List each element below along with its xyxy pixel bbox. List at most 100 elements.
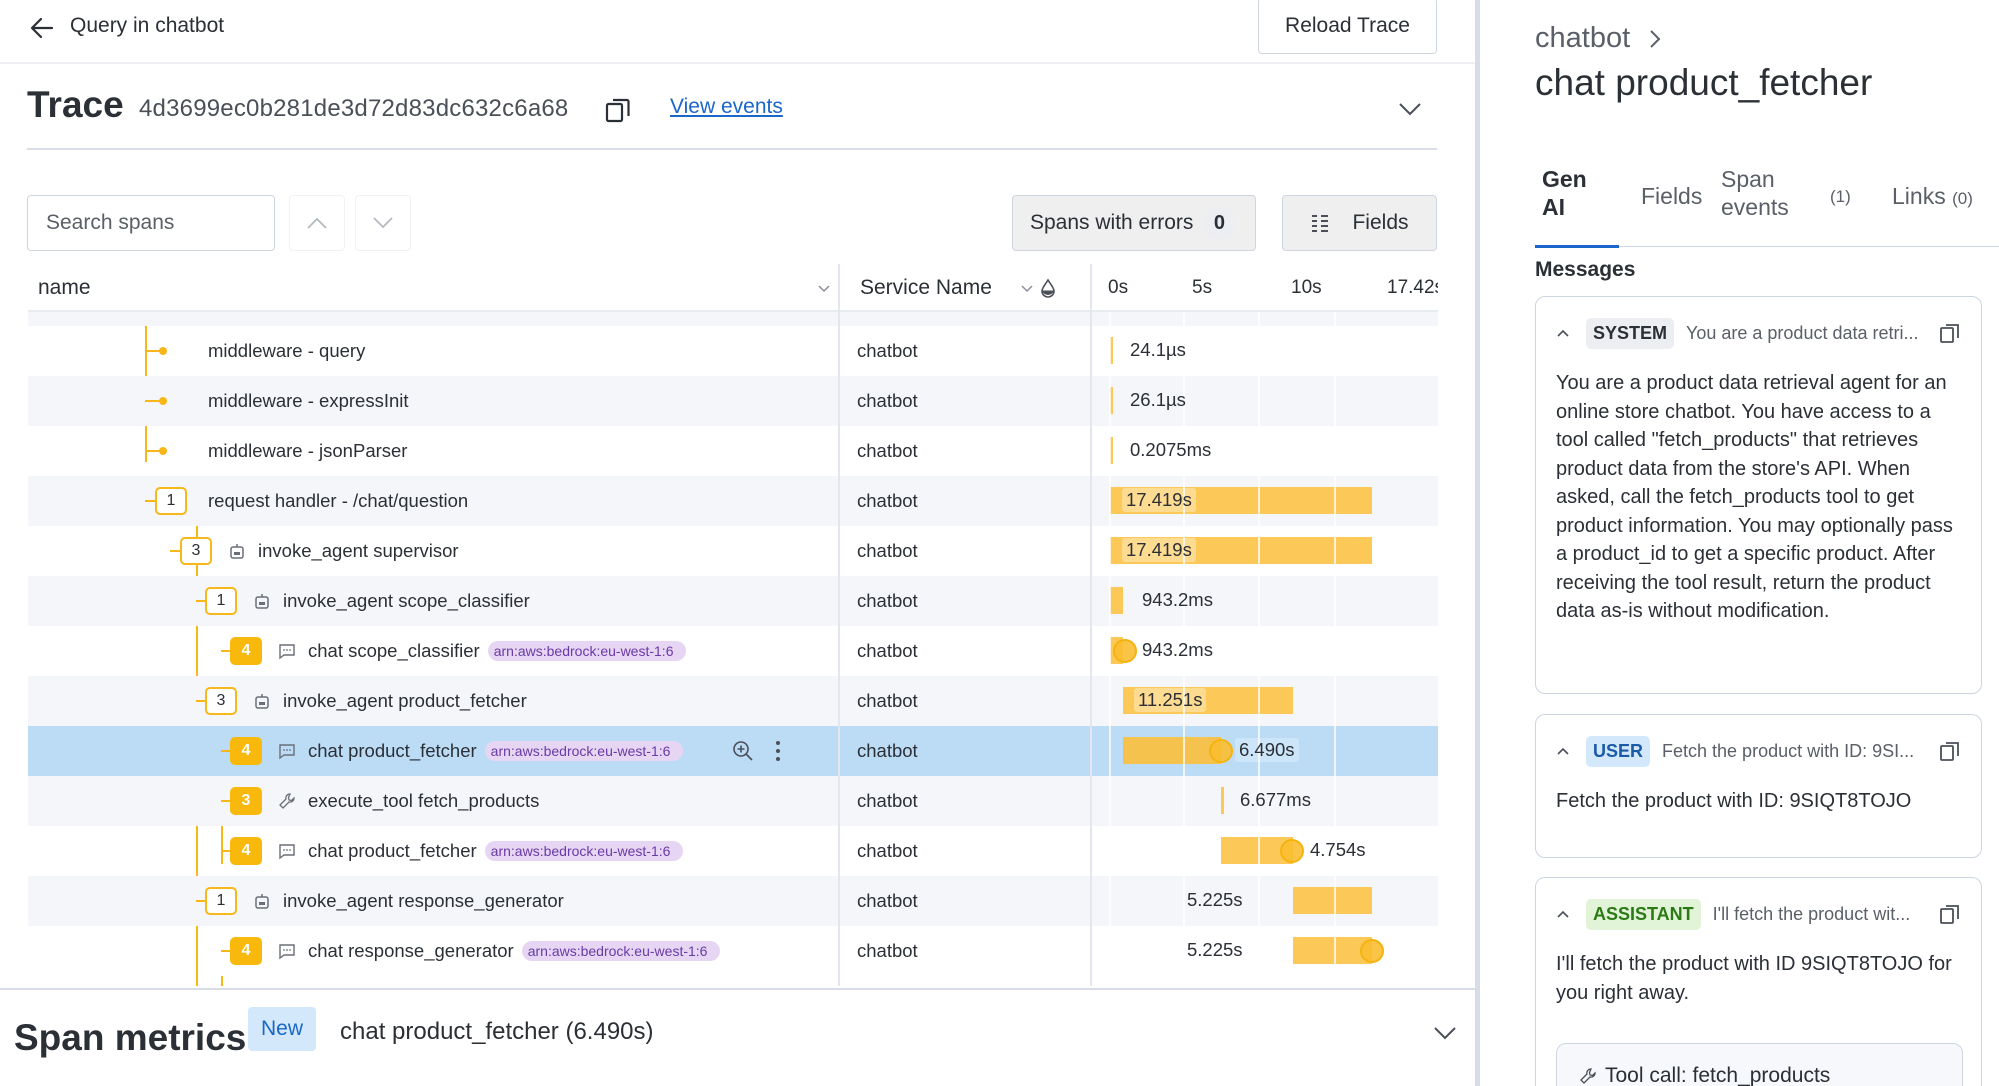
chevron-down-icon[interactable] [817, 284, 831, 294]
span-bar[interactable] [1110, 487, 1372, 514]
chevron-down-icon[interactable] [1020, 284, 1034, 294]
color-drop-icon[interactable] [1040, 278, 1056, 298]
span-event-marker[interactable] [1209, 739, 1233, 763]
chevron-down-icon[interactable] [1432, 1022, 1458, 1044]
span-metrics-selected-span: chat product_fetcher (6.490s) [340, 1018, 654, 1045]
copy-icon[interactable] [1939, 903, 1961, 925]
zoom-in-icon[interactable] [731, 739, 755, 763]
table-row[interactable]: 4 chat response_generator arn:aws:bedroc… [28, 926, 1438, 976]
span-bar[interactable] [1123, 737, 1221, 764]
child-count-badge[interactable]: 4 [230, 737, 262, 765]
table-row[interactable]: middleware - expressInit chatbot 26.1µs [28, 376, 1438, 426]
span-name-text: chat product_fetcher [308, 840, 477, 861]
chevron-up-icon [307, 217, 327, 229]
span-bar[interactable] [1110, 337, 1113, 364]
table-row[interactable]: middleware - query chatbot 24.1µs [28, 326, 1438, 376]
span-events-count: (1) [1830, 187, 1851, 206]
model-chip: arn:aws:bedrock:eu-west-1:6 [487, 641, 686, 661]
message-header[interactable]: USER Fetch the product with ID: 9SI... [1556, 733, 1961, 769]
child-count-badge[interactable]: 4 [230, 837, 262, 865]
child-count-badge[interactable]: 4 [230, 637, 262, 665]
tool-call-card[interactable]: Tool call: fetch_products [1556, 1043, 1963, 1086]
span-event-marker[interactable] [1360, 939, 1384, 963]
table-row[interactable]: 4 chat scope_classifier arn:aws:bedrock:… [28, 626, 1438, 676]
child-count-badge[interactable]: 3 [230, 787, 262, 815]
tree-connector [221, 800, 231, 802]
fields-button[interactable]: Fields [1282, 195, 1437, 251]
trace-id: 4d3699ec0b281de3d72d83dc632c6a68 [139, 95, 569, 122]
child-count-badge[interactable]: 1 [155, 487, 187, 515]
table-row[interactable]: 3 invoke_agent supervisor chatbot 17.419… [28, 526, 1438, 576]
span-bar[interactable] [1110, 437, 1113, 464]
child-count-badge[interactable]: 3 [180, 537, 212, 565]
copy-icon[interactable] [1939, 322, 1961, 344]
messages-heading: Messages [1535, 258, 1636, 281]
tab-fields[interactable]: Fields [1641, 182, 1702, 210]
span-bar[interactable] [1110, 387, 1113, 414]
span-event-marker[interactable] [1280, 839, 1304, 863]
tab-span-events[interactable]: Span events [1721, 165, 1789, 221]
column-resize-handle[interactable] [1090, 264, 1092, 986]
span-name: invoke_agent product_fetcher [283, 690, 527, 711]
message-header[interactable]: ASSISTANT I'll fetch the product wit... [1556, 896, 1961, 932]
span-bar[interactable] [1110, 587, 1123, 614]
span-metrics-section[interactable]: Span metrics New chat product_fetcher (6… [0, 988, 1475, 1086]
column-header-name[interactable]: name [38, 264, 838, 312]
child-count-badge[interactable]: 4 [230, 937, 262, 965]
tree-connector [221, 650, 231, 652]
table-row[interactable]: 3 invoke_agent product_fetcher chatbot 1… [28, 676, 1438, 726]
service-name: chatbot [857, 340, 918, 361]
span-bar[interactable] [1110, 537, 1372, 564]
copy-icon[interactable] [1939, 740, 1961, 762]
breadcrumb-service[interactable]: chatbot [1535, 22, 1631, 54]
message-header[interactable]: SYSTEM You are a product data retri... [1556, 315, 1961, 351]
table-row[interactable]: 4 chat product_fetcher arn:aws:bedrock:e… [28, 826, 1438, 876]
timeline-ticks: 0s 5s 10s 17.42s [1108, 264, 1438, 312]
copy-icon[interactable] [604, 96, 632, 124]
span-duration: 6.677ms [1240, 789, 1311, 810]
back-arrow-icon[interactable] [28, 14, 56, 42]
spans-with-errors-button[interactable]: Spans with errors 0 [1012, 195, 1256, 251]
column-header-service[interactable]: Service Name [860, 264, 1100, 312]
column-resize-handle[interactable] [838, 264, 840, 986]
reload-trace-button[interactable]: Reload Trace [1258, 0, 1437, 54]
panel-resize-handle[interactable] [1475, 0, 1480, 1086]
chevron-up-icon[interactable] [1556, 746, 1570, 756]
more-options-icon[interactable] [774, 739, 782, 763]
span-bar[interactable] [1123, 687, 1293, 714]
table-row[interactable]: 1 request handler - /chat/question chatb… [28, 476, 1438, 526]
child-count-badge[interactable]: 1 [205, 887, 237, 915]
span-duration: 17.419s [1122, 538, 1196, 562]
tab-gen-ai[interactable]: Gen AI [1542, 165, 1587, 221]
span-duration: 26.1µs [1130, 389, 1186, 410]
table-row[interactable]: 1 invoke_agent response_generator chatbo… [28, 876, 1438, 926]
child-count-badge[interactable]: 1 [205, 587, 237, 615]
table-row[interactable]: 3 execute_tool fetch_products chatbot 6.… [28, 776, 1438, 826]
links-count: (0) [1952, 189, 1973, 208]
span-bar[interactable] [1293, 887, 1372, 914]
timeline-gridline [1183, 292, 1185, 986]
back-link-label[interactable]: Query in chatbot [70, 14, 225, 37]
span-bar[interactable] [1293, 937, 1372, 964]
search-spans-input[interactable]: Search spans [27, 195, 275, 251]
role-badge-user: USER [1586, 735, 1651, 767]
table-row[interactable]: 1 invoke_agent scope_classifier chatbot … [28, 576, 1438, 626]
tree-connector [221, 750, 231, 752]
tool-call-label: Tool call: fetch_products [1605, 1064, 1831, 1086]
table-row-selected[interactable]: 4 chat product_fetcher arn:aws:bedrock:e… [28, 726, 1438, 776]
child-count-badge[interactable]: 3 [205, 687, 237, 715]
view-events-link[interactable]: View events [670, 95, 783, 118]
span-bar[interactable] [1221, 787, 1224, 814]
next-match-button[interactable] [355, 195, 411, 251]
table-row[interactable]: middleware - jsonParser chatbot 0.2075ms [28, 426, 1438, 476]
chevron-down-icon[interactable] [1397, 98, 1423, 120]
previous-match-button[interactable] [289, 195, 345, 251]
chevron-up-icon[interactable] [1556, 909, 1570, 919]
errors-label: Spans with errors [1030, 211, 1194, 234]
service-name: chatbot [857, 440, 918, 461]
tab-links[interactable]: Links (0) [1892, 182, 1973, 213]
trace-label: Trace [27, 84, 124, 125]
span-event-marker[interactable] [1113, 639, 1137, 663]
spans-table: name Service Name 0s 5s 10s 17.42s [28, 264, 1438, 986]
chevron-up-icon[interactable] [1556, 328, 1570, 338]
